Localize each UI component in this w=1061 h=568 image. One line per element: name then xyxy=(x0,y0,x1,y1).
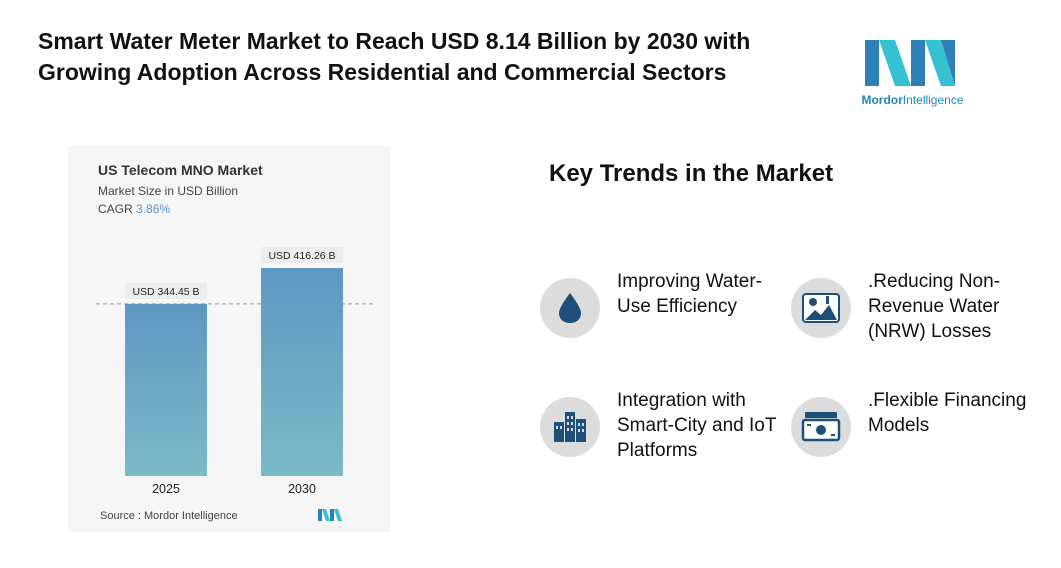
source-logo-icon xyxy=(318,509,342,521)
trend-item-water-efficiency: Improving Water-Use Efficiency xyxy=(540,271,780,358)
chart-subtitle: Market Size in USD Billion xyxy=(98,184,239,198)
money-stack-icon xyxy=(801,412,841,442)
chart-card: USD 344.45 B 2025 USD 416.26 B 2030 US Tele… xyxy=(68,146,390,532)
trend-icon-circle xyxy=(540,278,600,338)
title-line-2: Growing Adoption Across Residential and … xyxy=(38,59,727,85)
brand-wordmark: MordorIntelligence xyxy=(855,93,970,107)
trend-item-nrw-losses: .Reducing Non-Revenue Water (NRW) Losses xyxy=(791,271,1031,358)
trend-label: Integration with Smart-City and IoT Plat… xyxy=(617,390,777,461)
bar-2025 xyxy=(125,303,207,476)
data-label: USD 416.26 B xyxy=(268,250,335,262)
x-tick-label: 2030 xyxy=(288,482,316,496)
trends-heading: Key Trends in the Market xyxy=(549,160,834,187)
mordor-logo-icon xyxy=(865,40,955,86)
brand-logo: MordorIntelligence xyxy=(855,38,970,110)
trend-label: .Flexible Financing Models xyxy=(868,390,1027,436)
data-label: USD 344.45 B xyxy=(132,286,199,298)
chart-title: US Telecom MNO Market xyxy=(98,162,263,178)
title-line-1: Smart Water Meter Market to Reach USD 8.… xyxy=(38,28,751,54)
trend-label: Improving Water-Use Efficiency xyxy=(617,271,762,317)
chart-source: Source : Mordor Intelligence xyxy=(100,510,238,522)
trend-icon-circle xyxy=(540,397,600,457)
brand-word-2: Intelligence xyxy=(902,93,964,107)
trend-item-financing: .Flexible Financing Models xyxy=(791,390,1031,477)
cagr-label: CAGR xyxy=(98,202,133,216)
trend-icon-circle xyxy=(791,397,851,457)
water-drop-icon xyxy=(559,293,581,323)
brand-word-1: Mordor xyxy=(861,93,903,107)
trend-item-smart-city: Integration with Smart-City and IoT Plat… xyxy=(540,390,780,477)
city-buildings-icon xyxy=(554,412,586,442)
page-title: Smart Water Meter Market to Reach USD 8.… xyxy=(38,26,838,88)
x-tick-label: 2025 xyxy=(152,482,180,496)
landscape-icon xyxy=(802,293,840,323)
bar-2030 xyxy=(261,268,343,476)
trend-label: .Reducing Non-Revenue Water (NRW) Losses xyxy=(868,271,1001,342)
data-label-box xyxy=(261,247,343,263)
trend-icon-circle xyxy=(791,278,851,338)
bar-chart: USD 344.45 B 2025 USD 416.26 B 2030 xyxy=(96,247,373,496)
cagr-value: 3.86% xyxy=(136,202,171,216)
data-label-box xyxy=(125,282,207,299)
chart-cagr: CAGR 3.86% xyxy=(98,202,170,216)
